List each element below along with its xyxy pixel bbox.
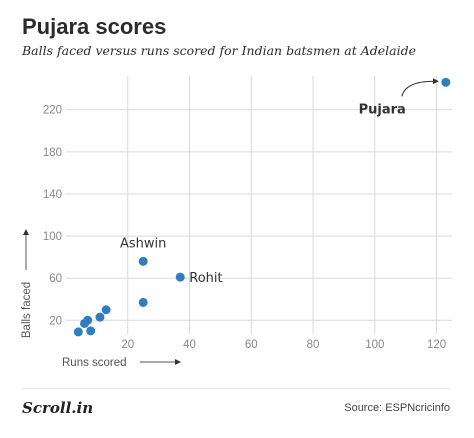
data-points — [73, 77, 451, 337]
data-point — [441, 77, 451, 87]
data-point — [80, 318, 90, 328]
data-point — [175, 272, 185, 282]
y-tick-label: 140 — [43, 189, 62, 201]
point-label: Ashwin — [120, 236, 166, 251]
x-tick-label: 120 — [427, 339, 446, 351]
data-point — [73, 327, 83, 337]
axis-labels: Runs scored Balls faced — [21, 229, 181, 369]
y-tick-label: 100 — [43, 231, 62, 243]
x-axis-label: Runs scored — [62, 357, 127, 369]
data-point — [86, 326, 96, 336]
y-tick-label: 20 — [49, 315, 62, 327]
y-tick-label: 60 — [49, 273, 62, 285]
y-axis-label: Balls faced — [21, 282, 33, 338]
footer-divider — [22, 388, 450, 389]
y-tick-label: 180 — [43, 147, 62, 159]
x-tick-label: 80 — [307, 339, 320, 351]
chart-subtitle: Balls faced versus runs scored for India… — [22, 43, 416, 58]
data-point — [138, 256, 148, 266]
data-point — [138, 297, 148, 307]
point-label: Rohit — [189, 271, 222, 286]
chart-title: Pujara scores — [22, 14, 167, 39]
data-point — [95, 312, 105, 322]
x-tick-label: 60 — [245, 339, 258, 351]
pujara-arrow — [401, 78, 439, 97]
tick-labels: 20 60 100 140 180 220 20 40 60 80 100 120 — [43, 105, 446, 351]
point-label: Pujara — [359, 102, 406, 117]
x-tick-label: 20 — [121, 339, 134, 351]
x-tick-label: 100 — [365, 339, 384, 351]
y-tick-label: 220 — [43, 105, 62, 117]
data-point — [101, 305, 111, 315]
grid-lines — [66, 76, 452, 334]
point-labels: Pujara Ashwin Rohit — [120, 78, 439, 286]
scroll-logo: Scroll.in — [22, 399, 94, 417]
source-credit: Source: ESPNcricinfo — [344, 402, 450, 414]
x-tick-label: 40 — [183, 339, 196, 351]
scatter-chart: 20 60 100 140 180 220 20 40 60 80 100 120 Runs scor… — [21, 76, 452, 369]
